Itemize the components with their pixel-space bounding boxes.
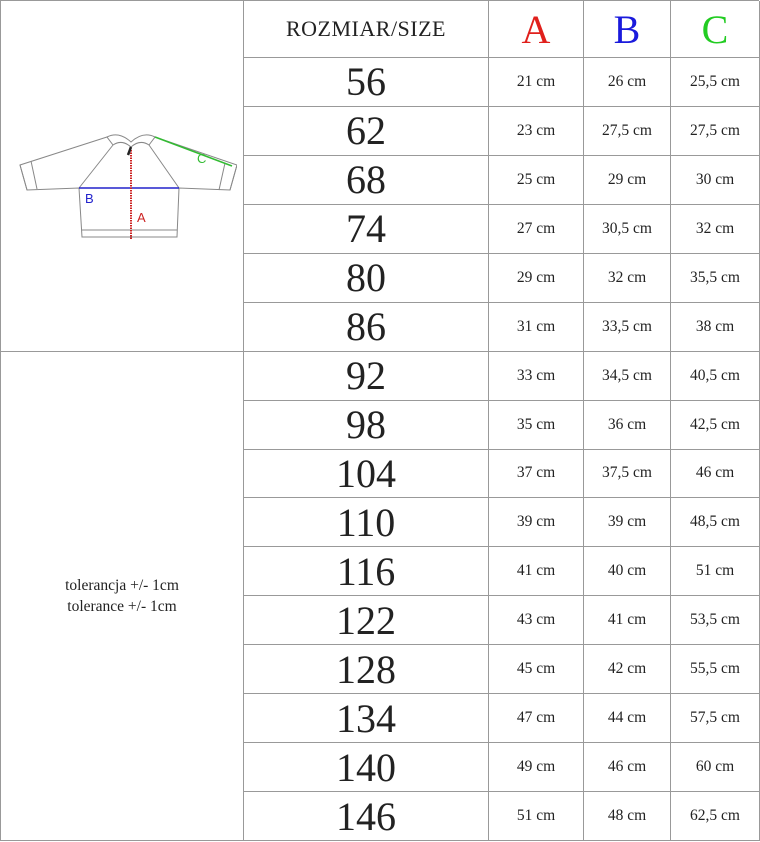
value-a-cell: 33 cm xyxy=(489,351,584,401)
value-a-cell: 37 cm xyxy=(489,449,584,499)
value-c-cell: 25,5 cm xyxy=(671,58,760,107)
value-c-cell: 35,5 cm xyxy=(671,253,760,303)
value-a-cell: 45 cm xyxy=(489,645,584,695)
size-cell: 116 xyxy=(244,547,489,597)
size-cell: 86 xyxy=(244,302,489,352)
value-c-cell: 48,5 cm xyxy=(671,498,760,548)
value-c-cell: 51 cm xyxy=(671,547,760,597)
value-b-cell: 33,5 cm xyxy=(584,302,671,352)
value-b-cell: 41 cm xyxy=(584,596,671,646)
value-c-cell: 30 cm xyxy=(671,155,760,205)
value-c-cell: 46 cm xyxy=(671,449,760,499)
label-c: C xyxy=(197,151,206,166)
label-a: A xyxy=(137,210,146,225)
size-cell: 104 xyxy=(244,449,489,499)
label-b: B xyxy=(85,191,94,206)
size-cell: 110 xyxy=(244,498,489,548)
value-b-cell: 44 cm xyxy=(584,694,671,744)
value-b-cell: 39 cm xyxy=(584,498,671,548)
value-c-cell: 55,5 cm xyxy=(671,645,760,695)
value-c-cell: 40,5 cm xyxy=(671,351,760,401)
size-cell: 146 xyxy=(244,792,489,841)
value-c-cell: 38 cm xyxy=(671,302,760,352)
value-a-cell: 39 cm xyxy=(489,498,584,548)
value-b-cell: 37,5 cm xyxy=(584,449,671,499)
value-a-cell: 43 cm xyxy=(489,596,584,646)
header-b: B xyxy=(584,1,671,58)
tolerance-pl: tolerancja +/- 1cm xyxy=(65,576,179,594)
size-cell: 128 xyxy=(244,645,489,695)
header-c: C xyxy=(671,1,760,58)
size-cell: 56 xyxy=(244,58,489,107)
size-cell: 74 xyxy=(244,204,489,254)
value-a-cell: 25 cm xyxy=(489,155,584,205)
size-cell: 140 xyxy=(244,743,489,793)
value-c-cell: 32 cm xyxy=(671,204,760,254)
value-b-cell: 32 cm xyxy=(584,253,671,303)
value-b-cell: 48 cm xyxy=(584,792,671,841)
value-c-cell: 27,5 cm xyxy=(671,106,760,156)
value-b-cell: 29 cm xyxy=(584,155,671,205)
value-b-cell: 46 cm xyxy=(584,743,671,793)
value-a-cell: 23 cm xyxy=(489,106,584,156)
value-a-cell: 41 cm xyxy=(489,547,584,597)
value-b-cell: 34,5 cm xyxy=(584,351,671,401)
diagram-cell: C B A xyxy=(1,1,244,352)
value-a-cell: 47 cm xyxy=(489,694,584,744)
value-a-cell: 21 cm xyxy=(489,58,584,107)
value-c-cell: 62,5 cm xyxy=(671,792,760,841)
value-b-cell: 27,5 cm xyxy=(584,106,671,156)
value-c-cell: 42,5 cm xyxy=(671,400,760,450)
value-a-cell: 29 cm xyxy=(489,253,584,303)
size-cell: 62 xyxy=(244,106,489,156)
size-cell: 122 xyxy=(244,596,489,646)
jacket-measurement-diagram-icon: C B A xyxy=(19,134,237,240)
size-cell: 98 xyxy=(244,400,489,450)
size-cell: 80 xyxy=(244,253,489,303)
value-c-cell: 57,5 cm xyxy=(671,694,760,744)
value-a-cell: 51 cm xyxy=(489,792,584,841)
value-a-cell: 49 cm xyxy=(489,743,584,793)
tolerance-en: tolerance +/- 1cm xyxy=(67,597,177,615)
value-b-cell: 30,5 cm xyxy=(584,204,671,254)
value-b-cell: 26 cm xyxy=(584,58,671,107)
value-a-cell: 35 cm xyxy=(489,400,584,450)
value-b-cell: 42 cm xyxy=(584,645,671,695)
value-b-cell: 36 cm xyxy=(584,400,671,450)
value-a-cell: 27 cm xyxy=(489,204,584,254)
value-b-cell: 40 cm xyxy=(584,547,671,597)
size-cell: 68 xyxy=(244,155,489,205)
value-c-cell: 60 cm xyxy=(671,743,760,793)
tolerance-note: tolerancja +/- 1cm tolerance +/- 1cm xyxy=(1,351,244,841)
value-a-cell: 31 cm xyxy=(489,302,584,352)
size-header: ROZMIAR/SIZE xyxy=(244,1,489,58)
size-cell: 92 xyxy=(244,351,489,401)
size-cell: 134 xyxy=(244,694,489,744)
value-c-cell: 53,5 cm xyxy=(671,596,760,646)
header-a: A xyxy=(489,1,584,58)
